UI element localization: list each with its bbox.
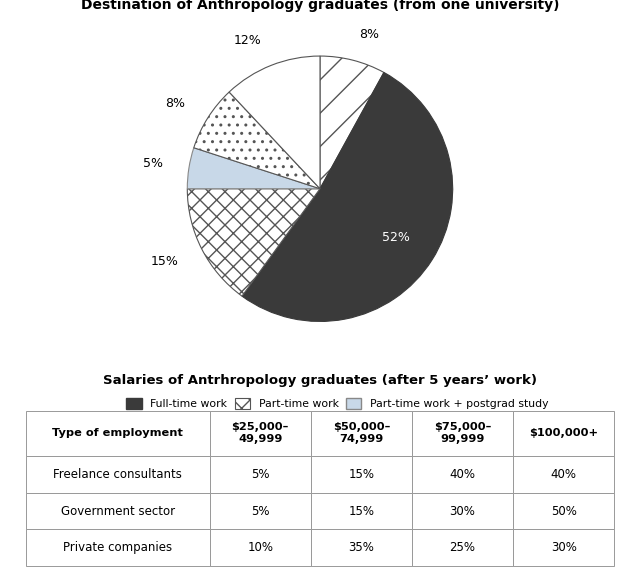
Wedge shape: [242, 73, 452, 321]
Text: 5%: 5%: [143, 157, 163, 170]
Text: 12%: 12%: [234, 34, 261, 47]
Wedge shape: [188, 148, 320, 189]
Wedge shape: [194, 92, 320, 189]
Text: 8%: 8%: [360, 28, 380, 41]
Legend: Full-time postgrad study, Unemployed, Not known: Full-time postgrad study, Unemployed, No…: [126, 431, 474, 442]
Wedge shape: [320, 56, 384, 189]
Text: 8%: 8%: [166, 97, 186, 110]
Text: 15%: 15%: [150, 255, 178, 268]
Wedge shape: [188, 189, 320, 296]
Title: Destination of Anthropology graduates (from one university): Destination of Anthropology graduates (f…: [81, 0, 559, 12]
Text: Salaries of Antrhropology graduates (after 5 years’ work): Salaries of Antrhropology graduates (aft…: [103, 374, 537, 387]
Wedge shape: [229, 56, 320, 189]
Text: 52%: 52%: [382, 231, 410, 244]
